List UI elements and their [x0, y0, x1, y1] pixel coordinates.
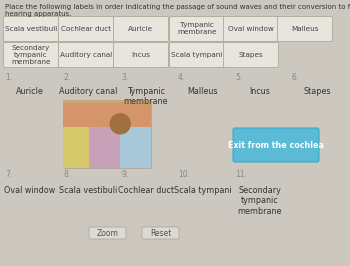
Text: Malleus: Malleus [188, 87, 218, 96]
Text: Tympanic
membrane: Tympanic membrane [177, 23, 217, 35]
Text: Tympanic
membrane: Tympanic membrane [124, 87, 168, 106]
Text: 11.: 11. [235, 170, 247, 179]
Text: Scala tympani: Scala tympani [174, 186, 232, 195]
Text: Cochlear duct: Cochlear duct [118, 186, 174, 195]
Text: Incus: Incus [132, 52, 150, 58]
FancyBboxPatch shape [278, 16, 332, 41]
Text: Auditory canal: Auditory canal [60, 52, 112, 58]
Text: 2.: 2. [63, 73, 70, 82]
FancyBboxPatch shape [224, 43, 279, 68]
FancyBboxPatch shape [120, 127, 151, 168]
FancyBboxPatch shape [224, 16, 279, 41]
FancyBboxPatch shape [169, 43, 224, 68]
Text: 10.: 10. [178, 170, 190, 179]
Text: Reset: Reset [150, 228, 171, 238]
Polygon shape [110, 114, 130, 134]
Text: 4.: 4. [178, 73, 185, 82]
Text: Scala vestibuli: Scala vestibuli [59, 186, 117, 195]
Text: Auricle: Auricle [128, 26, 154, 32]
Text: Oval window: Oval window [228, 26, 274, 32]
Text: Secondary
tympanic
membrane: Secondary tympanic membrane [238, 186, 282, 216]
Text: Incus: Incus [250, 87, 271, 96]
Text: Zoom: Zoom [97, 228, 118, 238]
Text: Malleus: Malleus [291, 26, 319, 32]
FancyBboxPatch shape [113, 16, 168, 41]
FancyBboxPatch shape [89, 127, 120, 168]
Text: Scala tympani: Scala tympani [172, 52, 223, 58]
Text: Secondary
tympanic
membrane: Secondary tympanic membrane [11, 45, 51, 65]
Text: Oval window: Oval window [4, 186, 56, 195]
Text: Auditory canal: Auditory canal [59, 87, 117, 96]
Text: hearing apparatus.: hearing apparatus. [5, 11, 71, 17]
FancyBboxPatch shape [63, 100, 151, 138]
FancyBboxPatch shape [113, 43, 168, 68]
Text: Stapes: Stapes [303, 87, 331, 96]
Text: Auricle: Auricle [16, 87, 44, 96]
Text: 8.: 8. [63, 170, 70, 179]
Text: 5.: 5. [235, 73, 242, 82]
FancyBboxPatch shape [63, 100, 151, 103]
Text: Exit from the cochlea: Exit from the cochlea [228, 140, 324, 149]
Text: 3.: 3. [121, 73, 128, 82]
FancyBboxPatch shape [58, 43, 113, 68]
Text: 1.: 1. [5, 73, 12, 82]
Text: 9.: 9. [121, 170, 128, 179]
FancyBboxPatch shape [4, 16, 58, 41]
Text: Scala vestibuli: Scala vestibuli [5, 26, 57, 32]
FancyBboxPatch shape [4, 43, 58, 68]
FancyBboxPatch shape [63, 127, 89, 168]
Text: 6.: 6. [292, 73, 299, 82]
FancyBboxPatch shape [169, 16, 224, 41]
Text: 7.: 7. [5, 170, 12, 179]
Text: Stapes: Stapes [239, 52, 263, 58]
FancyBboxPatch shape [58, 16, 113, 41]
FancyBboxPatch shape [233, 128, 319, 162]
Text: Cochlear duct: Cochlear duct [61, 26, 111, 32]
FancyBboxPatch shape [89, 227, 126, 239]
FancyBboxPatch shape [142, 227, 179, 239]
Text: Place the following labels in order indicating the passage of sound waves and th: Place the following labels in order indi… [5, 4, 350, 10]
FancyBboxPatch shape [63, 100, 151, 168]
